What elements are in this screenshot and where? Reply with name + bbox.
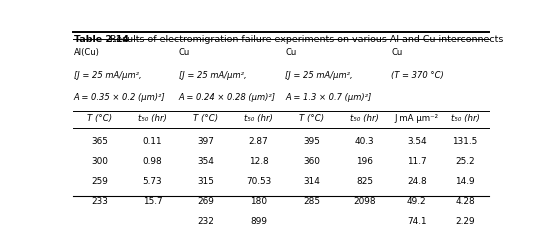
Text: 180: 180 (250, 196, 267, 205)
Text: 14.9: 14.9 (455, 176, 475, 185)
Text: 0.11: 0.11 (142, 136, 162, 145)
Text: 196: 196 (356, 156, 373, 165)
Text: 269: 269 (197, 196, 214, 205)
Text: 5.73: 5.73 (142, 176, 162, 185)
Text: A = 0.35 × 0.2 (μm)²]: A = 0.35 × 0.2 (μm)²] (73, 93, 165, 102)
Text: 397: 397 (197, 136, 214, 145)
Text: 70.53: 70.53 (246, 176, 271, 185)
Text: 354: 354 (197, 156, 214, 165)
Text: [J = 25 mA/μm²,: [J = 25 mA/μm², (179, 70, 247, 79)
Text: 40.3: 40.3 (355, 136, 374, 145)
Text: 315: 315 (197, 176, 214, 185)
Text: 232: 232 (197, 216, 214, 225)
Text: 899: 899 (250, 216, 267, 225)
Text: 15.7: 15.7 (142, 196, 162, 205)
Text: 4.28: 4.28 (455, 196, 475, 205)
Text: 0.98: 0.98 (142, 156, 162, 165)
Text: A = 1.3 × 0.7 (μm)²]: A = 1.3 × 0.7 (μm)²] (285, 93, 372, 102)
Text: Cu: Cu (285, 48, 296, 57)
Text: 12.8: 12.8 (249, 156, 269, 165)
Text: 49.2: 49.2 (407, 196, 426, 205)
Text: 259: 259 (92, 176, 108, 185)
Text: Al(Cu): Al(Cu) (73, 48, 100, 57)
Text: [J = 25 mA/μm²,: [J = 25 mA/μm², (285, 70, 353, 79)
Text: t₅₀ (hr): t₅₀ (hr) (138, 114, 167, 123)
Text: Cu: Cu (179, 48, 190, 57)
Text: 11.7: 11.7 (407, 156, 426, 165)
Text: 314: 314 (303, 176, 320, 185)
Text: t₅₀ (hr): t₅₀ (hr) (350, 114, 379, 123)
Text: 25.2: 25.2 (455, 156, 475, 165)
Text: 300: 300 (92, 156, 108, 165)
Text: 2.29: 2.29 (455, 216, 475, 225)
Text: 2.87: 2.87 (249, 136, 269, 145)
Text: T (°C): T (°C) (87, 114, 112, 123)
Text: 131.5: 131.5 (453, 136, 478, 145)
Text: t₅₀ (hr): t₅₀ (hr) (451, 114, 480, 123)
Text: J mA μm⁻²: J mA μm⁻² (395, 114, 439, 123)
Text: 74.1: 74.1 (407, 216, 426, 225)
Text: Results of electromigration failure experiments on various Al and Cu interconnec: Results of electromigration failure expe… (104, 35, 504, 44)
Text: 3.54: 3.54 (407, 136, 426, 145)
Text: t₅₀ (hr): t₅₀ (hr) (244, 114, 273, 123)
Text: (T = 370 °C): (T = 370 °C) (391, 70, 444, 79)
Text: 365: 365 (92, 136, 108, 145)
Text: 360: 360 (303, 156, 320, 165)
Text: [J = 25 mA/μm²,: [J = 25 mA/μm², (73, 70, 141, 79)
Text: 825: 825 (356, 176, 373, 185)
Text: 285: 285 (303, 196, 320, 205)
Text: 2098: 2098 (353, 196, 376, 205)
Text: Table 2.14: Table 2.14 (73, 35, 129, 44)
Text: 233: 233 (92, 196, 108, 205)
Text: T (°C): T (°C) (193, 114, 218, 123)
Text: T (°C): T (°C) (299, 114, 324, 123)
Text: 24.8: 24.8 (407, 176, 427, 185)
Text: 395: 395 (303, 136, 320, 145)
Text: Cu: Cu (391, 48, 403, 57)
Text: A = 0.24 × 0.28 (μm)²]: A = 0.24 × 0.28 (μm)²] (179, 93, 276, 102)
